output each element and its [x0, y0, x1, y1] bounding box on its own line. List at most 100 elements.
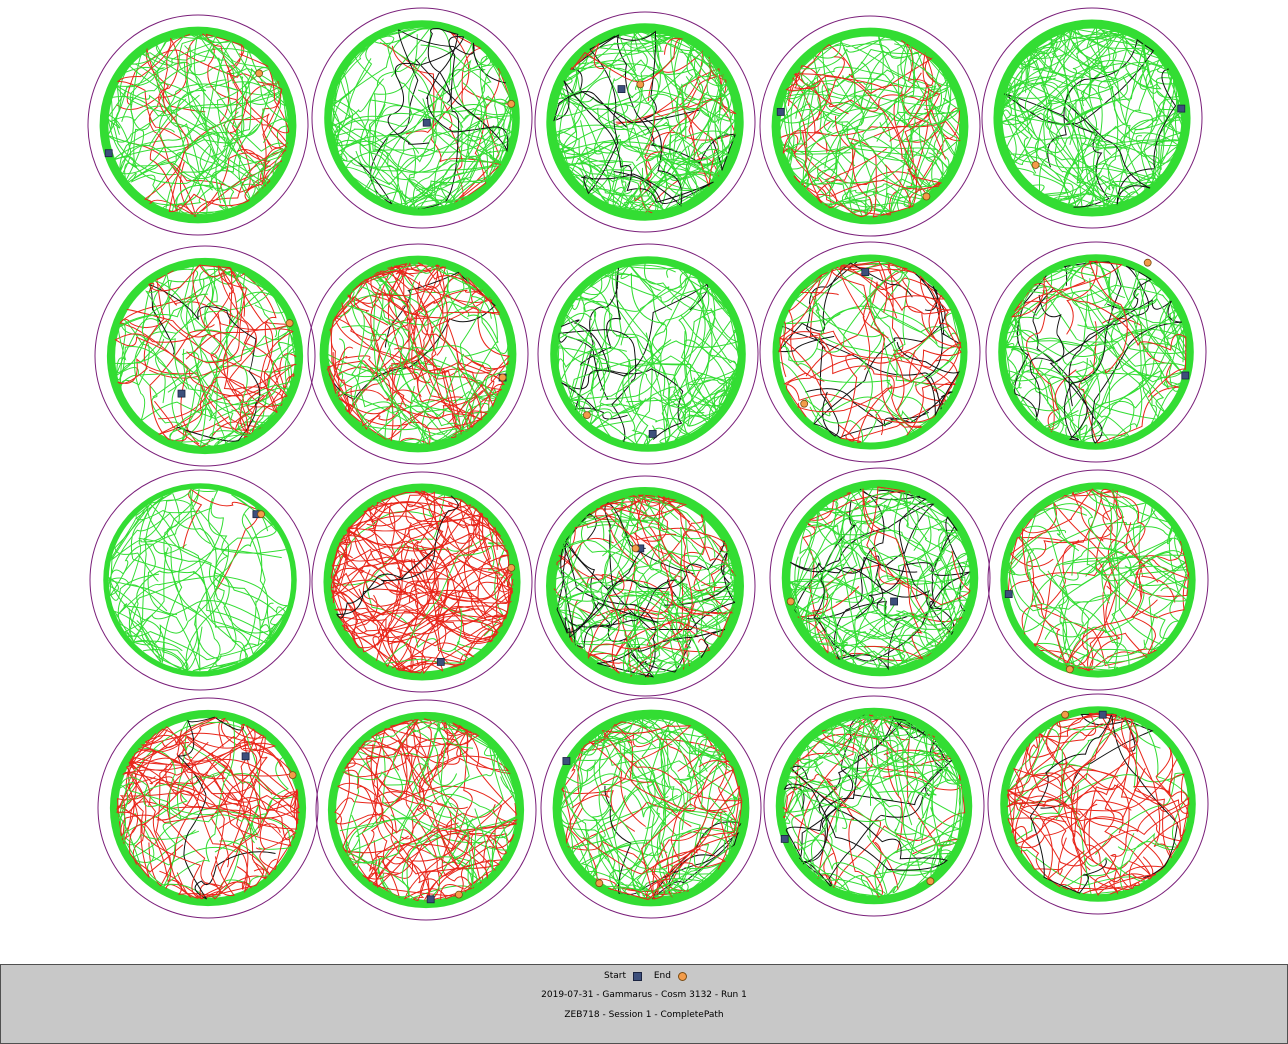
start-marker	[780, 835, 789, 843]
trajectory-path	[113, 44, 207, 177]
trajectory-path	[336, 99, 502, 164]
wall-path	[103, 483, 297, 677]
start-marker	[104, 149, 113, 158]
trajectory-path	[119, 265, 278, 390]
trajectory-path	[555, 36, 720, 212]
end-marker	[1065, 665, 1074, 674]
trajectory-path	[115, 34, 217, 135]
trajectory-path	[559, 760, 743, 843]
trajectory-path	[417, 89, 514, 206]
trajectory-path	[813, 122, 935, 207]
trajectory-path	[1029, 712, 1183, 895]
end-marker	[926, 877, 935, 886]
start-marker	[422, 118, 431, 127]
trajectory-path	[1063, 719, 1138, 896]
trajectory-path	[793, 501, 912, 639]
trajectory-path	[133, 499, 230, 652]
trajectory-path	[611, 513, 706, 668]
end-marker	[636, 80, 645, 89]
trajectory-path	[333, 56, 514, 199]
trajectory-path	[163, 33, 283, 213]
trajectory-path	[1010, 260, 1187, 398]
legend-start-label: Start	[604, 971, 626, 981]
trajectory-path	[619, 30, 737, 211]
end-marker	[285, 319, 294, 328]
trajectory-path	[1058, 799, 1189, 891]
trajectory-path	[1008, 262, 1094, 325]
arena-boundary	[763, 695, 985, 917]
trajectory-path	[146, 264, 241, 398]
wall-path	[998, 254, 1194, 450]
trajectory-path	[189, 33, 282, 143]
arena-r3c5	[987, 469, 1209, 691]
trajectory-path	[594, 724, 742, 824]
trajectory-path	[1033, 522, 1134, 672]
trajectory-path	[1020, 278, 1187, 412]
trajectory-path	[362, 804, 517, 898]
trajectory-path	[1055, 725, 1189, 848]
trajectory-path	[363, 501, 463, 668]
trajectory-path	[896, 271, 961, 416]
trajectory-path	[331, 53, 512, 206]
trajectory-path	[134, 812, 270, 900]
trajectory-path	[1018, 496, 1158, 671]
trajectory-path	[561, 283, 709, 413]
trajectory-path	[122, 723, 262, 897]
trajectory-path	[333, 37, 440, 157]
trajectory-path	[1070, 260, 1187, 443]
trajectory-path	[1020, 803, 1165, 883]
trajectory-path	[172, 291, 297, 443]
trajectory-path	[199, 756, 265, 900]
trajectory-path	[1004, 275, 1183, 420]
trajectory-path	[785, 40, 947, 160]
trajectory-path	[1007, 103, 1180, 179]
trajectory-path	[182, 488, 259, 593]
trajectory-path	[671, 286, 740, 441]
arena-r2c5	[985, 241, 1207, 463]
trajectory-path	[799, 88, 945, 202]
trajectory-path	[331, 26, 432, 151]
trajectory-path	[336, 554, 510, 646]
trajectory-path	[817, 50, 952, 209]
trajectory-path	[110, 488, 239, 671]
trajectory-path	[377, 579, 514, 635]
trajectory-path	[805, 492, 931, 661]
wall-path	[109, 709, 307, 907]
session-info: ZEB718 - Session 1 - CompletePath	[564, 1010, 724, 1020]
experiment-info: 2019-07-31 - Gammarus - Cosm 3132 - Run …	[541, 990, 747, 1000]
trajectory-path	[779, 262, 910, 444]
trajectory-path	[413, 819, 518, 902]
legend: Start End	[1, 970, 1287, 982]
trajectory-path	[118, 777, 257, 841]
trajectory-path	[555, 551, 732, 653]
trajectory-path	[331, 507, 509, 599]
trajectory-path	[830, 723, 963, 889]
trajectory-path	[116, 38, 183, 140]
trajectory-path	[115, 281, 297, 445]
trajectory-path	[1011, 752, 1136, 839]
arena-boundary	[307, 243, 529, 465]
trajectory-path	[1018, 43, 1131, 209]
arena-r1c2	[311, 7, 533, 229]
arena-r1c4	[759, 15, 981, 237]
trajectory-path	[1084, 489, 1188, 602]
trajectory-path	[1024, 52, 1158, 206]
start-marker	[1177, 104, 1186, 113]
arena-r2c4	[759, 241, 981, 463]
trajectory-path	[596, 550, 736, 676]
start-marker	[861, 268, 870, 277]
arena-r3c4	[769, 467, 991, 689]
trajectory-path	[796, 47, 961, 185]
trajectory-path	[608, 800, 743, 901]
trajectory-path	[1007, 507, 1188, 668]
trajectory-path	[604, 785, 742, 900]
trajectory-path	[106, 83, 236, 143]
start-marker	[1181, 371, 1190, 380]
trajectory-path	[1000, 59, 1185, 163]
trajectory-path	[1038, 294, 1182, 444]
trajectory-path	[193, 147, 287, 218]
wall-path	[1000, 482, 1196, 678]
trajectory-path	[1025, 30, 1128, 156]
trajectory-path	[331, 548, 476, 674]
start-marker	[562, 757, 571, 765]
